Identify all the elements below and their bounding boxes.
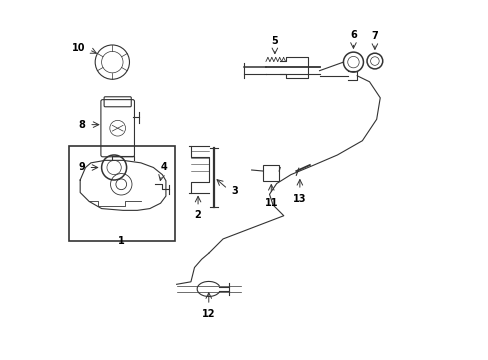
Bar [263,165,279,181]
Text: 12: 12 [202,309,215,319]
Text: 1: 1 [118,237,124,247]
Text: 2: 2 [194,210,201,220]
Text: 5: 5 [271,36,278,46]
Text: 11: 11 [264,198,278,208]
Text: 4: 4 [161,162,167,172]
Text: 6: 6 [349,30,356,40]
Text: 13: 13 [292,194,306,203]
Text: 3: 3 [231,186,238,196]
Bar [69,146,175,241]
Text: 7: 7 [371,31,378,41]
Text: 8: 8 [79,120,85,130]
Text: 9: 9 [78,162,84,172]
Text: 10: 10 [72,43,85,53]
